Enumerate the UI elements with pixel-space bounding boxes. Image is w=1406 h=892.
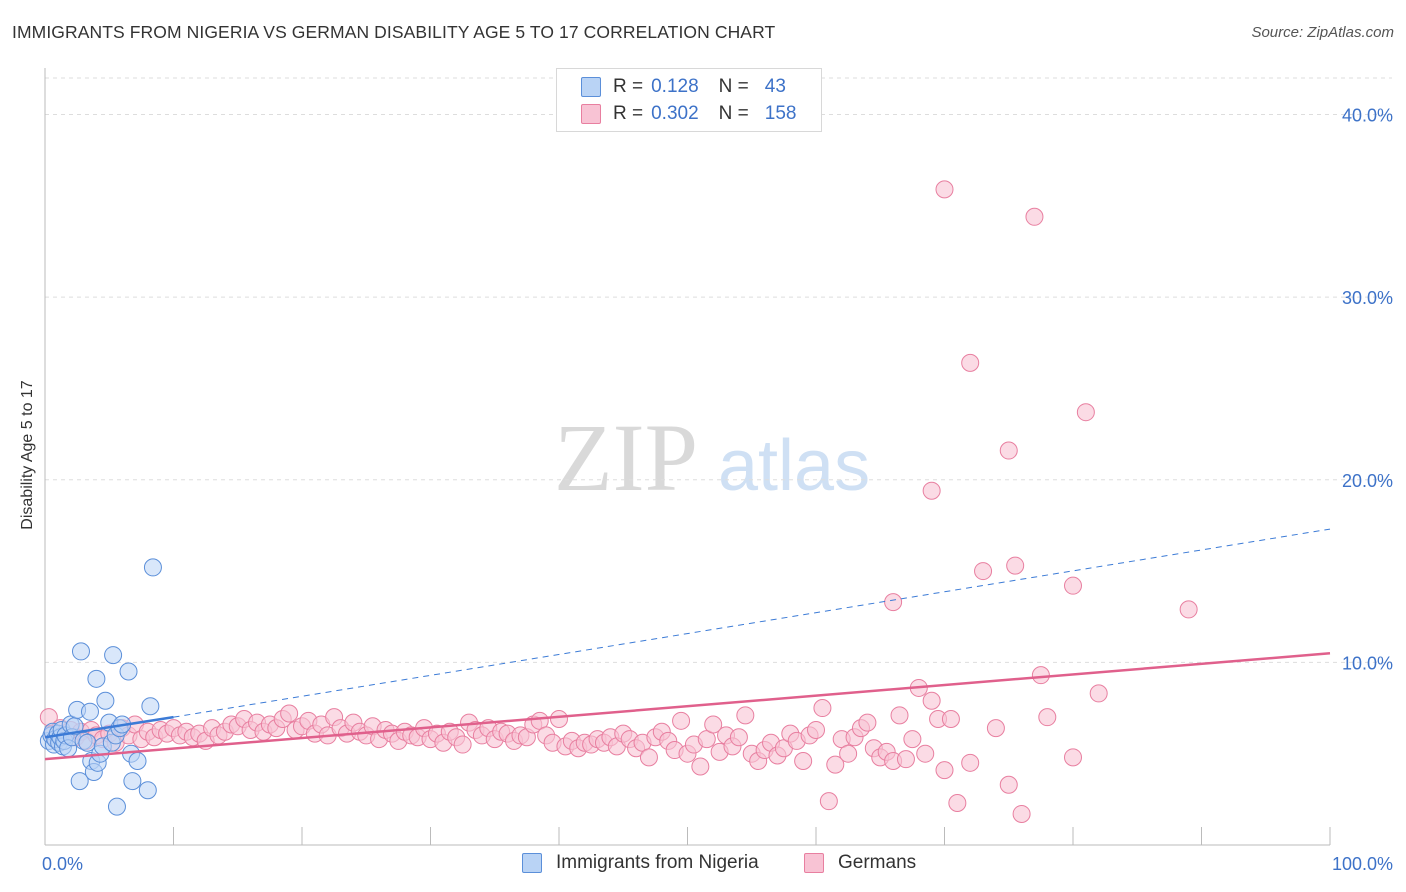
germans-point [974,562,993,581]
germans-point [807,720,825,739]
tick-labels: 10.0% 20.0% 30.0% 40.0% 0.0% 100.0% [42,106,1393,874]
legend-swatch-germans [581,104,601,124]
germans-point [826,755,845,774]
germans-point [858,713,877,732]
germans-point [729,728,748,747]
trend-lines [44,528,1331,761]
germans-point [941,709,960,728]
germans-point [896,750,915,769]
nigeria-point [80,702,99,721]
legend-r-label: R = [613,76,644,97]
legend-swatch-nigeria [581,77,601,97]
germans-point [672,711,691,730]
germans-point [935,180,954,199]
nigeria-point [96,691,115,710]
nigeria-point [128,751,147,770]
legend-n-label: N = [718,76,749,97]
watermark-zip: ZIP [554,404,698,511]
germans-point [839,744,858,763]
germans-point [736,706,755,725]
germans-point [1064,576,1082,595]
legend-n-value-nigeria: 43 [764,76,786,97]
germans-point [999,775,1018,794]
legend-r-label: R = [613,103,644,124]
nigeria-point [71,642,90,661]
germans-points [39,180,1198,823]
germans-point [704,715,723,734]
germans-point [453,735,472,754]
germans-point [819,792,838,811]
germans-point [999,441,1018,460]
legend-r-value-nigeria: 0.128 [651,76,699,97]
series-legend: Immigrants from Nigeria Germans [0,852,1406,878]
germans-point [890,706,909,725]
legend-r-value-germans: 0.302 [651,103,699,124]
nigeria-trend-line [44,715,174,739]
germans-point [986,719,1005,738]
germans-point [813,699,832,718]
germans-point [1076,403,1095,422]
germans-point [922,481,941,500]
germans-point [1025,207,1044,226]
germans-point [1031,666,1050,685]
watermark-atlas: atlas [718,426,870,506]
nigeria-point [119,662,138,681]
x-tick-label: 100.0% [1332,854,1393,874]
germans-point [639,748,658,767]
germans-trend-line [44,652,1331,761]
germans-point [916,744,935,763]
legend-n-value-germans: 158 [764,103,797,124]
germans-point [935,761,954,780]
germans-point [1179,600,1198,619]
x-tick-label: 0.0% [42,854,83,874]
nigeria-point [70,772,89,791]
germans-point [961,753,980,772]
nigeria-points [39,558,162,816]
y-tick-label: 40.0% [1342,106,1393,126]
germans-point [922,691,941,710]
y-tick-label: 20.0% [1342,471,1393,491]
germans-point [794,751,813,770]
legend-row-nigeria: R = 0.128 N = 43 [581,75,786,99]
nigeria-point [138,781,157,800]
germans-point [961,353,980,372]
nigeria-point [104,646,123,665]
series-legend-label-nigeria: Immigrants from Nigeria [556,852,759,873]
y-tick-label: 30.0% [1342,288,1393,308]
legend-row-germans: R = 0.302 N = 158 [581,102,796,126]
series-legend-germans: Germans [804,852,916,874]
germans-point [1006,556,1025,575]
germans-point [1038,708,1057,727]
germans-point [550,709,568,728]
series-legend-swatch-germans [804,853,824,873]
germans-point [691,757,710,776]
gridlines [45,77,1392,663]
nigeria-point [143,558,162,577]
nigeria-point [141,697,160,716]
series-legend-swatch-nigeria [522,853,542,873]
series-legend-nigeria: Immigrants from Nigeria [522,852,759,874]
source-credit: Source: ZipAtlas.com [1251,24,1394,41]
legend-n-label: N = [718,103,749,124]
germans-point [884,593,903,612]
germans-point [280,704,299,723]
nigeria-point [87,669,106,688]
nigeria-trend-extension [173,528,1331,718]
series-legend-label-germans: Germans [838,852,917,873]
nigeria-point [123,772,142,791]
nigeria-point [107,797,126,816]
germans-point [903,730,922,749]
germans-point [1089,684,1108,703]
watermark: ZIP atlas [554,404,870,511]
germans-point [1064,748,1082,767]
y-tick-label: 10.0% [1342,653,1393,673]
chart-title: IMMIGRANTS FROM NIGERIA VS GERMAN DISABI… [12,22,776,42]
germans-point [1012,804,1031,823]
germans-point [948,793,967,812]
stats-legend: R = 0.128 N = 43 R = 0.302 N = 158 [556,68,822,132]
